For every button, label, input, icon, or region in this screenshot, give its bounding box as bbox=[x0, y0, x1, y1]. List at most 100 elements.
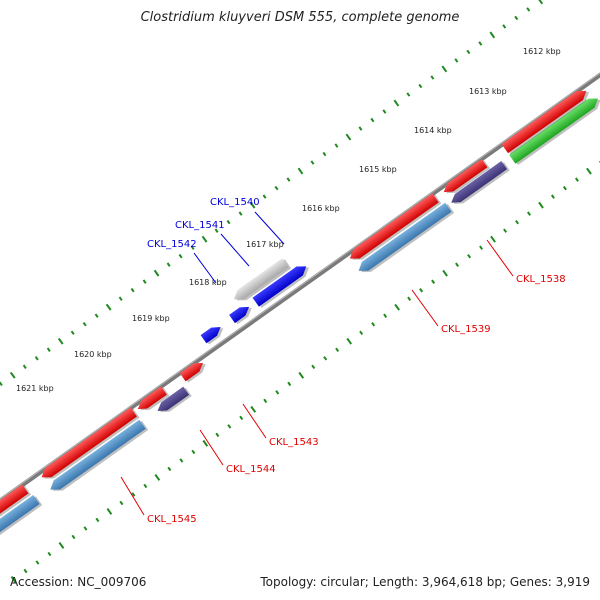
kbp-label: 1614 kbp bbox=[414, 126, 452, 135]
kbp-tick bbox=[467, 254, 472, 259]
feature-green-1 bbox=[509, 98, 600, 165]
kbp-label: 1613 kbp bbox=[469, 87, 507, 96]
feature-red-6 bbox=[443, 159, 491, 194]
kbp-tick bbox=[550, 194, 555, 199]
kbp-tick bbox=[262, 194, 267, 199]
kbp-tick bbox=[105, 303, 112, 311]
kbp-tick bbox=[286, 177, 291, 182]
kbp-tick bbox=[274, 185, 279, 191]
gene-leader-line bbox=[220, 233, 250, 267]
kbp-tick bbox=[335, 347, 340, 352]
gene-features bbox=[0, 56, 600, 550]
kbp-tick bbox=[227, 424, 232, 429]
kbp-tick bbox=[455, 262, 460, 267]
kbp-tick bbox=[478, 41, 483, 46]
kbp-tick bbox=[526, 211, 532, 216]
gene-leader-line bbox=[120, 476, 145, 516]
kbp-tick bbox=[586, 167, 592, 175]
feature-blue-2 bbox=[229, 306, 252, 325]
kbp-tick bbox=[479, 245, 484, 250]
kbp-tick bbox=[131, 492, 136, 497]
backbone-highlight bbox=[0, 72, 600, 500]
kbp-tick bbox=[562, 185, 567, 191]
kbp-tick bbox=[35, 560, 40, 565]
kbp-tick bbox=[323, 356, 328, 361]
kbp-tick bbox=[297, 167, 304, 175]
feature-grey-1 bbox=[234, 258, 292, 301]
kbp-label: 1619 kbp bbox=[132, 314, 170, 323]
gene-leader-line bbox=[199, 429, 224, 466]
kbp-tick bbox=[34, 356, 39, 361]
kbp-tick bbox=[201, 235, 208, 243]
kbp-label: 1620 kbp bbox=[74, 350, 112, 359]
gene-label[interactable]: CKL_1538 bbox=[516, 274, 566, 285]
gene-leader-line bbox=[486, 239, 514, 277]
feature-steel-2 bbox=[50, 419, 149, 491]
kbp-label: 1615 kbp bbox=[359, 165, 397, 174]
kbp-tick bbox=[94, 313, 99, 318]
feature-steel-1 bbox=[0, 495, 43, 550]
kbp-tick bbox=[166, 262, 171, 267]
kbp-tick bbox=[95, 517, 100, 523]
kbp-tick bbox=[322, 151, 327, 157]
feature-steel-3 bbox=[358, 202, 455, 273]
gene-label[interactable]: CKL_1543 bbox=[269, 437, 319, 448]
feature-blue-1 bbox=[200, 327, 224, 345]
gene-label[interactable]: CKL_1544 bbox=[226, 464, 276, 475]
kbp-tick bbox=[57, 337, 64, 345]
gene-label[interactable]: CKL_1539 bbox=[441, 324, 491, 335]
kbp-tick bbox=[574, 177, 579, 182]
page-title: Clostridium kluyveri DSM 555, complete g… bbox=[140, 10, 460, 25]
feature-red-5 bbox=[349, 193, 442, 260]
kbp-tick bbox=[430, 75, 435, 80]
kbp-tick bbox=[190, 245, 195, 250]
kbp-tick bbox=[394, 303, 401, 311]
gene-label[interactable]: CKL_1540 bbox=[210, 197, 260, 208]
kbp-tick bbox=[130, 287, 135, 293]
inner-kbp-ticks bbox=[10, 160, 600, 583]
kbp-tick bbox=[249, 201, 256, 209]
kbp-tick bbox=[383, 313, 388, 318]
genome-stats-text: Topology: circular; Length: 3,964,618 bp… bbox=[260, 575, 590, 589]
kbp-label: 1617 kbp bbox=[246, 240, 284, 249]
kbp-tick bbox=[191, 449, 196, 455]
kbp-label: 1612 kbp bbox=[523, 47, 561, 56]
kbp-tick bbox=[143, 483, 148, 489]
kbp-tick bbox=[238, 211, 243, 216]
kbp-label: 1621 kbp bbox=[16, 384, 54, 393]
kbp-tick bbox=[454, 58, 459, 63]
kbp-tick bbox=[515, 220, 520, 225]
kbp-tick bbox=[275, 390, 280, 395]
kbp-tick bbox=[419, 288, 424, 293]
kbp-tick bbox=[310, 160, 315, 165]
kbp-tick bbox=[393, 99, 400, 107]
gene-label[interactable]: CKL_1542 bbox=[147, 239, 197, 250]
feature-red-7 bbox=[501, 90, 590, 155]
kbp-tick bbox=[106, 508, 113, 515]
kbp-tick bbox=[407, 296, 412, 301]
kbp-tick bbox=[118, 296, 123, 301]
kbp-tick bbox=[153, 269, 160, 277]
kbp-tick bbox=[345, 133, 352, 141]
gene-label[interactable]: CKL_1541 bbox=[175, 220, 225, 231]
feature-purple-1 bbox=[157, 386, 192, 413]
kbp-tick bbox=[502, 24, 507, 29]
kbp-label-layer: 1612 kbp 1613 kbp 1614 kbp 1615 kbp 1616 kbp… bbox=[16, 47, 561, 393]
kbp-tick bbox=[263, 398, 268, 404]
kbp-tick bbox=[514, 15, 519, 21]
kbp-tick bbox=[406, 92, 411, 97]
kbp-tick bbox=[526, 7, 531, 12]
kbp-tick bbox=[226, 219, 231, 225]
kbp-tick bbox=[490, 235, 496, 243]
kbp-tick bbox=[503, 228, 508, 233]
kbp-tick bbox=[334, 143, 339, 148]
kbp-tick bbox=[58, 542, 65, 549]
kbp-tick bbox=[418, 83, 423, 89]
kbp-tick bbox=[311, 364, 316, 369]
feature-red-1 bbox=[0, 484, 32, 538]
kbp-tick bbox=[46, 347, 51, 352]
kbp-tick bbox=[154, 474, 161, 481]
gene-label[interactable]: CKL_1545 bbox=[147, 514, 197, 525]
